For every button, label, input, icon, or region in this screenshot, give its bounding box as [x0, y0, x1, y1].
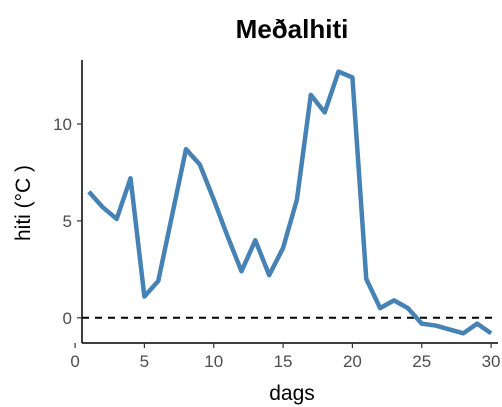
y-axis-label: hiti (°C ) [12, 165, 35, 241]
x-tick-label: 30 [482, 352, 501, 371]
y-tick-label: 0 [63, 309, 72, 328]
series-group [87, 69, 493, 336]
x-tick-label: 15 [274, 352, 293, 371]
x-tick-label: 0 [70, 352, 79, 371]
x-axis: 0 5 10 15 20 25 30 [70, 342, 501, 371]
x-tick-label: 25 [412, 352, 431, 371]
x-axis-label: dags [269, 382, 315, 405]
x-tick-label: 20 [343, 352, 362, 371]
x-tick-label: 5 [140, 352, 149, 371]
y-axis: 0 5 10 [53, 60, 83, 343]
series-line [87, 69, 493, 336]
chart-title: Meðalhiti [236, 14, 349, 44]
y-tick-label: 10 [53, 115, 72, 134]
x-tick-label: 10 [204, 352, 223, 371]
y-tick-label: 5 [63, 212, 72, 231]
